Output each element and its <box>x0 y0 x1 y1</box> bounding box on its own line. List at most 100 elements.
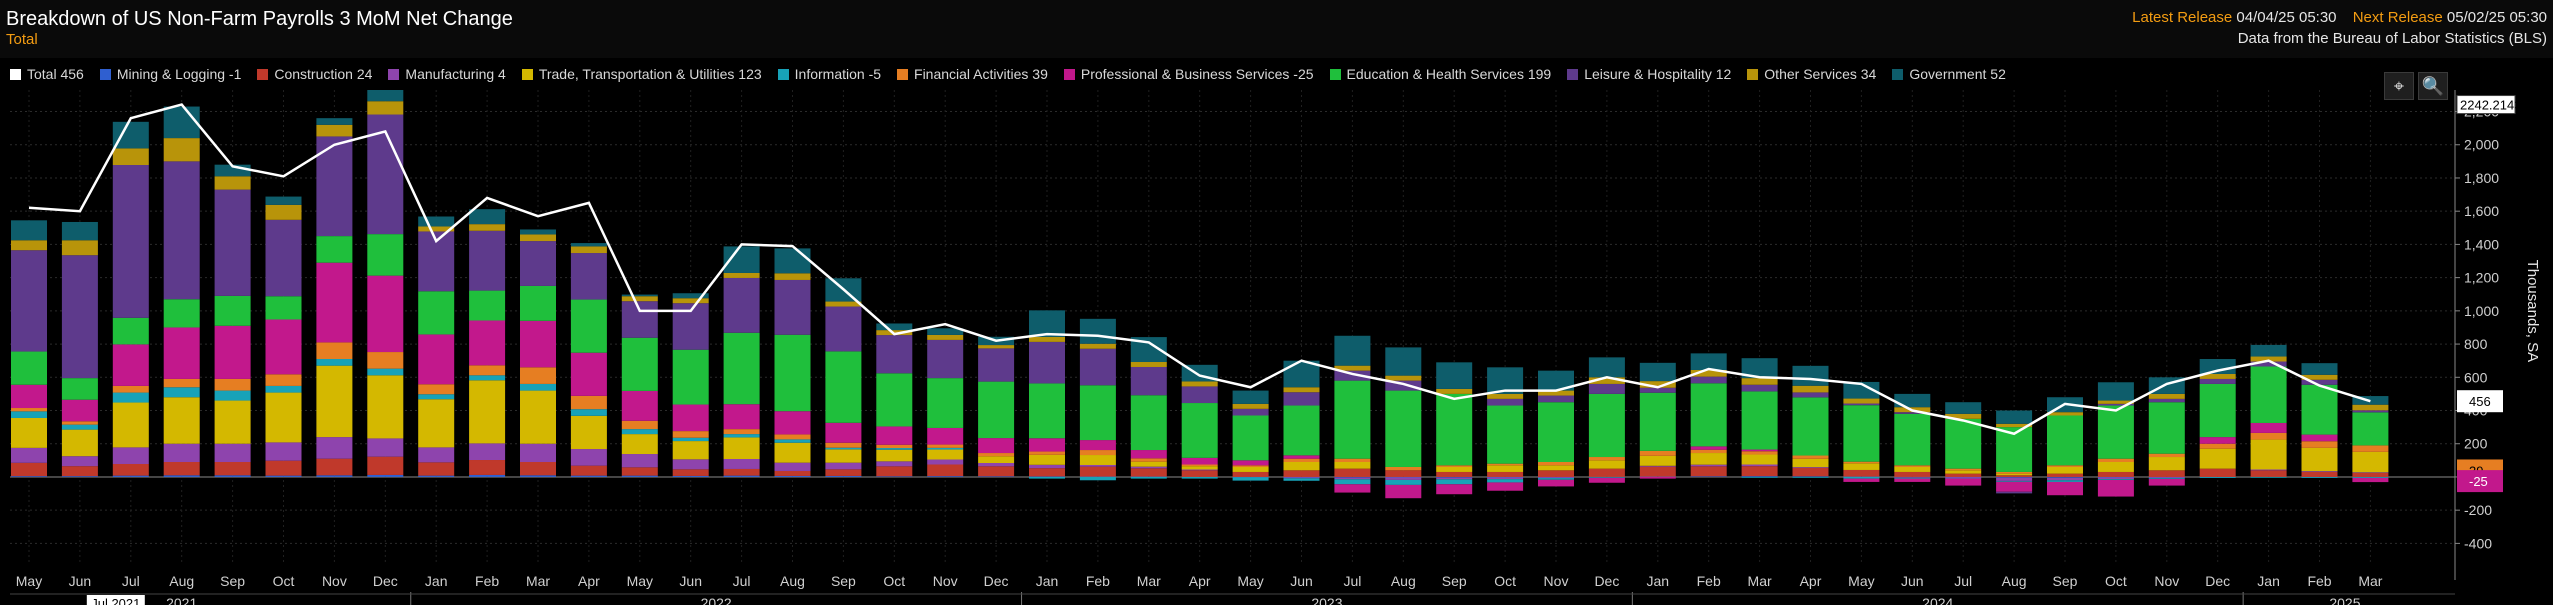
bar-segment <box>876 461 913 467</box>
legend-item[interactable]: Manufacturing 4 <box>388 66 506 82</box>
bar-segment <box>61 378 98 400</box>
bar-segment <box>61 240 98 256</box>
bar-segment <box>112 392 149 403</box>
bar-segment <box>112 148 149 166</box>
bar-segment <box>825 449 862 463</box>
bar-segment <box>367 438 404 457</box>
bar-segment <box>1334 477 1371 480</box>
bar-segment <box>214 189 251 296</box>
bar-segment <box>2097 471 2134 477</box>
legend-item[interactable]: Education & Health Services 199 <box>1329 66 1551 82</box>
bar-segment <box>1792 392 1829 398</box>
bar-segment <box>2047 480 2083 482</box>
bar-segment <box>774 470 811 476</box>
x-tick-label: Oct <box>2105 573 2127 589</box>
bar-segment <box>11 476 47 477</box>
bar-segment <box>2352 472 2389 473</box>
highlight-date-label: Jul 2021 <box>91 596 140 605</box>
bar-segment <box>2250 366 2287 423</box>
x-tick-label: Sep <box>1442 573 1467 589</box>
bar-segment <box>2301 471 2338 472</box>
bar-segment <box>1283 360 1320 388</box>
y-tick-label: 1,800 <box>2464 170 2499 186</box>
bar-segment <box>11 351 47 385</box>
bar-segment <box>163 299 200 328</box>
bar-segment <box>1741 391 1778 450</box>
zoom-button[interactable]: 🔍 <box>2418 72 2448 100</box>
bar-segment <box>2097 405 2134 459</box>
legend-item[interactable]: Other Services 34 <box>1747 66 1876 82</box>
bar-segment <box>1996 491 2033 494</box>
bar-segment <box>1181 381 1218 387</box>
bar-segment <box>61 421 98 425</box>
legend-label: Leisure & Hospitality 12 <box>1584 66 1732 82</box>
bar-segment <box>1894 471 1931 477</box>
bar-segment <box>978 438 1015 454</box>
bar-segment <box>1487 476 1524 478</box>
bar-segment <box>1741 378 1778 385</box>
legend-item[interactable]: Total 456 <box>10 66 84 82</box>
bar-segment <box>469 460 506 475</box>
x-tick-label: Jan <box>425 573 448 589</box>
bar-segment <box>11 447 47 463</box>
bar-segment <box>621 434 658 455</box>
legend-item[interactable]: Mining & Logging -1 <box>99 66 241 82</box>
bar-segment <box>1283 458 1320 462</box>
x-tick-label: May <box>627 573 653 589</box>
bar-segment <box>2250 361 2287 367</box>
bar-segment <box>1843 469 1880 477</box>
y-tick-label: 1,000 <box>2464 303 2499 319</box>
x-tick-label: Jan <box>1647 573 1670 589</box>
x-tick-label: Aug <box>780 573 805 589</box>
bar-segment <box>1029 468 1065 477</box>
bar-segment <box>876 448 913 450</box>
bar-segment <box>2199 373 2236 379</box>
year-label: 2024 <box>1922 595 1953 605</box>
bar-segment <box>2047 476 2083 478</box>
year-label: 2025 <box>2329 595 2360 605</box>
bar-segment <box>1232 471 1269 477</box>
bar-segment <box>1079 466 1116 477</box>
crosshair-button[interactable]: ⌖ <box>2384 72 2414 100</box>
bar-segment <box>978 348 1015 382</box>
bar-segment <box>316 262 353 343</box>
bar-segment <box>1079 385 1116 441</box>
bar-segment <box>1945 477 1982 479</box>
bar-segment <box>469 375 506 381</box>
bar-segment <box>469 209 506 225</box>
legend-item[interactable]: Financial Activities 39 <box>897 66 1048 82</box>
crosshair-icon: ⌖ <box>2393 76 2405 96</box>
bar-segment <box>2097 458 2134 462</box>
y-tick-label: 1,200 <box>2464 270 2499 286</box>
bar-segment <box>2301 384 2338 435</box>
x-tick-label: Nov <box>2154 573 2179 589</box>
bar-segment <box>214 443 251 462</box>
bar-segment <box>1130 466 1167 469</box>
bar-segment <box>1283 470 1320 477</box>
bar-segment <box>265 385 302 393</box>
bar-segment <box>672 431 709 438</box>
bar-segment <box>1436 471 1473 477</box>
legend-item[interactable]: Leisure & Hospitality 12 <box>1567 66 1731 82</box>
bar-segment <box>112 165 149 318</box>
legend-item[interactable]: Government 52 <box>1892 66 2006 82</box>
bar-segment <box>2047 412 2083 416</box>
bar-segment <box>1690 369 1727 377</box>
legend-item[interactable]: Construction 24 <box>257 66 372 82</box>
bar-segment <box>1487 465 1524 472</box>
legend-item[interactable]: Information -5 <box>777 66 881 82</box>
bar-segment <box>11 462 47 477</box>
bar-segment <box>1538 479 1574 487</box>
bar-segment <box>418 384 455 395</box>
bar-segment <box>61 399 98 422</box>
x-tick-label: Apr <box>1800 573 1822 589</box>
bar-segment <box>2097 476 2134 478</box>
bar-segment <box>2148 393 2185 399</box>
x-tick-label: Nov <box>322 573 347 589</box>
legend-item[interactable]: Trade, Transportation & Utilities 123 <box>521 66 762 82</box>
legend-item[interactable]: Professional & Business Services -25 <box>1063 66 1314 82</box>
bar-segment <box>61 429 98 457</box>
bar-segment <box>367 90 404 102</box>
bar-segment <box>316 365 353 438</box>
bar-segment <box>825 351 862 423</box>
